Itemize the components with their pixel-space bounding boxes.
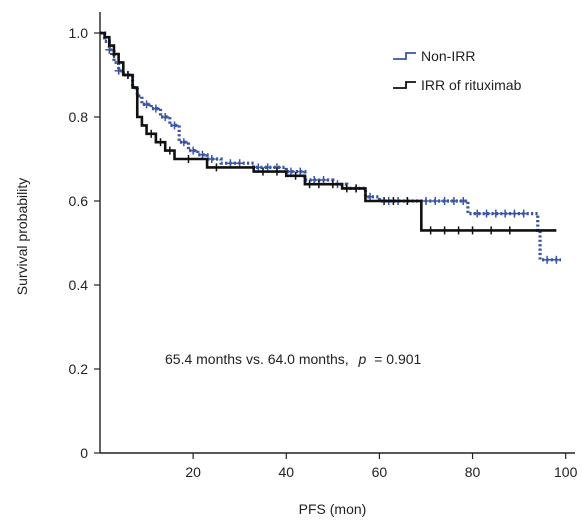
annotation-p-symbol: p xyxy=(358,351,367,367)
series xyxy=(100,31,562,264)
y-tick-label: 0.6 xyxy=(69,193,89,209)
y-tick-label: 0.8 xyxy=(69,109,89,125)
y-tick-label: 0 xyxy=(80,445,88,461)
non-irr-curve xyxy=(100,31,562,262)
x-tick-label: 60 xyxy=(372,464,388,480)
x-axis-title: PFS (mon) xyxy=(299,501,367,517)
x-tick-label: 40 xyxy=(278,464,294,480)
legend-swatch xyxy=(393,52,416,60)
y-tick-label: 0.2 xyxy=(69,361,89,377)
y-tick-label: 0.4 xyxy=(69,277,89,293)
ticks: 0 0.2 0.4 0.6 0.8 1.0 20 40 60 80 100 xyxy=(69,25,578,480)
annotation-months: 65.4 months vs. 64.0 months, xyxy=(165,351,349,367)
x-tick-label: 80 xyxy=(465,464,481,480)
x-tick-label: 100 xyxy=(554,464,578,480)
legend-label: Non-IRR xyxy=(421,48,475,64)
axes xyxy=(99,12,575,454)
irr-curve xyxy=(100,31,557,232)
annotation-p-value: = 0.901 xyxy=(374,351,421,367)
y-tick-label: 1.0 xyxy=(69,25,89,41)
series-irr-rituximab xyxy=(100,31,557,235)
annotation-text: 65.4 months vs. 64.0 months, p = 0.901 xyxy=(165,351,422,367)
y-axis-title: Survival probability xyxy=(14,178,30,296)
x-tick-label: 20 xyxy=(185,464,201,480)
legend: Non-IRR IRR of rituximab xyxy=(393,48,522,93)
legend-label: IRR of rituximab xyxy=(421,77,522,93)
legend-swatch xyxy=(393,81,416,89)
